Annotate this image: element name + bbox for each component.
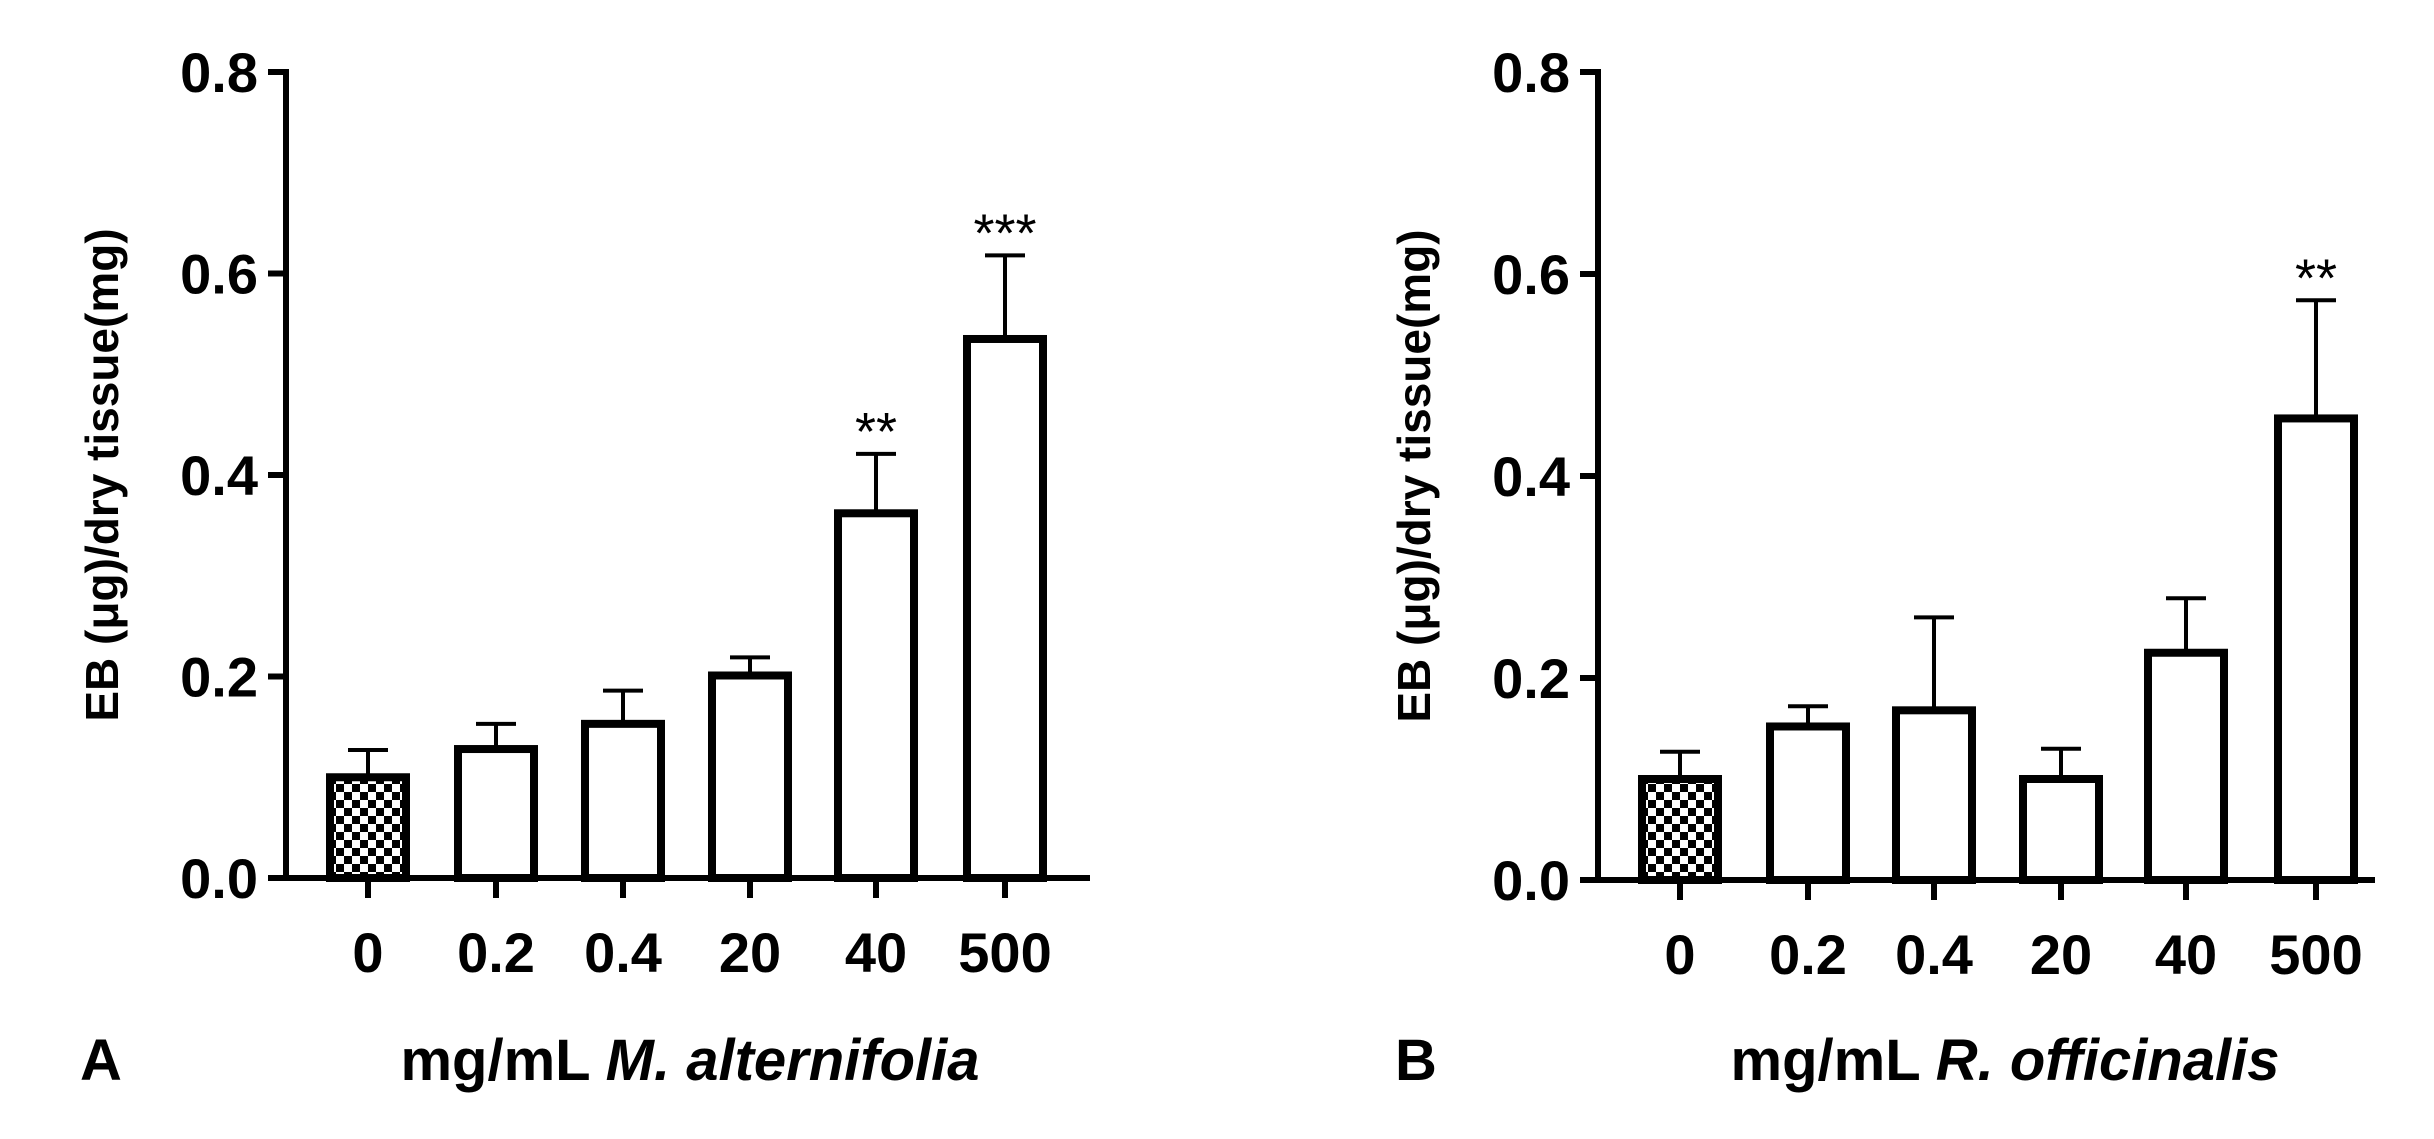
chart-panel-b: 0.0 0.2 0.4 0.6 0.8 0 0.2 0.4 20 40 500 ** EB (μg)/d… <box>1388 41 2375 1093</box>
x-axis-label-species: M. alternifolia <box>606 1028 980 1093</box>
y-tick-label: 0.6 <box>180 243 258 306</box>
x-tick-label: 0 <box>1664 923 1695 986</box>
chart-panel-a: 0.0 0.2 0.4 0.6 0.8 0 0.2 0.4 20 40 ** 500 *** EB (μg… <box>76 41 1090 1093</box>
y-axis-label: EB (μg)/dry tissue(mg) <box>76 228 128 721</box>
x-axis-label-unit: mg/mL <box>400 1028 605 1093</box>
bar <box>1892 706 1976 884</box>
bar <box>2274 414 2358 884</box>
y-tick-label: 0.6 <box>1492 243 1570 306</box>
x-tick-label: 20 <box>719 921 781 984</box>
x-axis-label-species: R. officinalis <box>1936 1028 2280 1093</box>
x-tick-label: 500 <box>958 921 1051 984</box>
y-tick-label: 0.2 <box>1492 647 1570 710</box>
bar <box>1766 722 1850 884</box>
x-tick-label: 0 <box>352 921 383 984</box>
y-tick-label: 0.0 <box>180 847 258 910</box>
significance-label: *** <box>973 203 1036 263</box>
x-tick-label: 20 <box>2030 923 2092 986</box>
y-tick-label: 0.8 <box>1492 41 1570 104</box>
significance-label: ** <box>2295 248 2337 308</box>
y-tick-label: 0.0 <box>1492 849 1570 912</box>
x-axis-label-unit: mg/mL <box>1731 1028 1936 1093</box>
x-axis-label: mg/mL R. officinalis <box>1731 1028 2280 1093</box>
bar <box>708 671 792 882</box>
y-tick-label: 0.4 <box>1492 445 1570 508</box>
x-tick-label: 0.4 <box>1895 923 1973 986</box>
bar <box>454 745 538 882</box>
bar <box>2144 648 2228 884</box>
panel-letter: B <box>1395 1028 1437 1093</box>
x-tick-label: 0.4 <box>584 921 662 984</box>
bar <box>963 334 1047 882</box>
bar <box>1638 775 1722 884</box>
y-axis-label: EB (μg)/dry tissue(mg) <box>1388 229 1440 722</box>
x-tick-label: 40 <box>845 921 907 984</box>
panel-letter: A <box>80 1028 122 1093</box>
x-tick-label: 0.2 <box>1769 923 1847 986</box>
y-tick-label: 0.2 <box>180 646 258 709</box>
y-tick-label: 0.8 <box>180 41 258 104</box>
x-axis-label: mg/mL M. alternifolia <box>400 1028 979 1093</box>
y-tick-label: 0.4 <box>180 444 258 507</box>
bar <box>2019 775 2103 884</box>
bar <box>581 719 665 882</box>
x-tick-label: 500 <box>2269 923 2362 986</box>
significance-label: ** <box>855 402 897 462</box>
x-tick-label: 0.2 <box>457 921 535 984</box>
bar <box>326 773 410 882</box>
bar <box>834 509 918 882</box>
x-tick-label: 40 <box>2155 923 2217 986</box>
